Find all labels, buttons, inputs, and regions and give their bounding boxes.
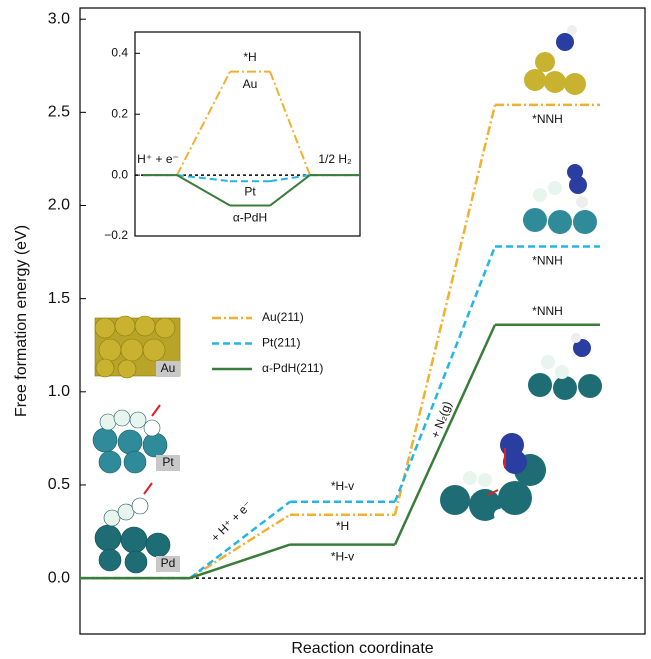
connector xyxy=(395,105,495,515)
state-label: *H-v xyxy=(331,550,354,564)
series-label: Au xyxy=(243,77,258,91)
y-tick-label: 1.5 xyxy=(48,290,70,307)
legend-label: Pt(211) xyxy=(262,336,300,350)
legend-label: α-PdH(211) xyxy=(262,361,323,375)
chart: 0.0 0.5 1.0 1.5 2.0 2.5 3.0 Reaction coordinate… xyxy=(0,0,651,659)
pt-slab xyxy=(93,405,167,473)
y-tick-label: 1.0 xyxy=(48,383,70,400)
y-tick-label: 0.0 xyxy=(111,167,128,181)
y-tick-label: 0.4 xyxy=(111,45,128,59)
state-name: *H xyxy=(243,50,256,64)
y-tick-label: −0.2 xyxy=(104,228,128,242)
structure-label: Pd xyxy=(161,556,176,570)
nnh-pt xyxy=(523,164,597,234)
legend-label: Au(211) xyxy=(262,310,304,324)
series-label: α-PdH xyxy=(233,211,267,225)
nnh-pd xyxy=(528,333,602,400)
connector xyxy=(190,545,290,579)
inset: −0.2 0.0 0.2 0.4 Au Pt α-PdH H⁺ + e⁻ *H 1/2 H₂ xyxy=(104,32,360,242)
state-label: *NNH xyxy=(532,254,563,268)
connector xyxy=(190,515,290,578)
state-label: *NNH xyxy=(532,112,563,126)
x-axis-label: Reaction coordinate xyxy=(291,640,433,657)
step-label: + H⁺ + e⁻ xyxy=(208,498,255,545)
n2-approach xyxy=(440,433,546,521)
state-name: H⁺ + e⁻ xyxy=(137,152,179,166)
y-axis-label: Free formation energy (eV) xyxy=(13,225,30,417)
y-tick-label: 2.5 xyxy=(48,104,70,121)
y-tick-label: 0.0 xyxy=(48,569,70,586)
y-tick-label: 0.2 xyxy=(111,106,128,120)
y-tick-label: 0.5 xyxy=(48,476,70,493)
y-tick-label: 2.0 xyxy=(48,197,70,214)
structure-label: Au xyxy=(161,361,176,375)
state-label: *NNH xyxy=(532,304,563,318)
structure-label: Pt xyxy=(162,455,174,469)
series-label: Pt xyxy=(244,184,256,198)
state-label: *H-v xyxy=(331,479,354,493)
y-tick-label: 3.0 xyxy=(48,10,70,27)
state-label: *H xyxy=(336,519,349,533)
nnh-au xyxy=(524,25,586,95)
connector xyxy=(395,246,495,501)
state-name: 1/2 H₂ xyxy=(318,152,352,166)
